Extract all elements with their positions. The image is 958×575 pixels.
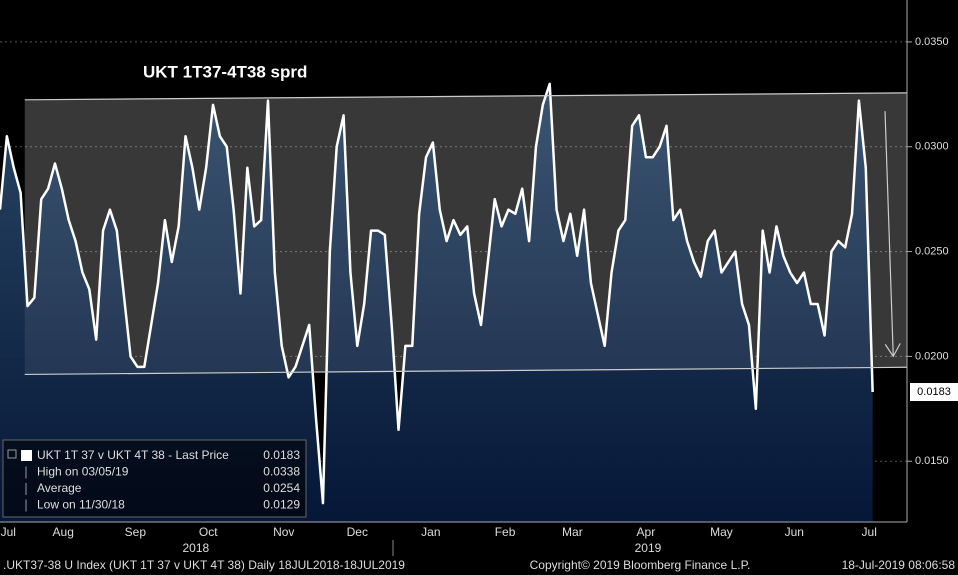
x-tick-label: Mar <box>562 525 583 539</box>
legend-value: 0.0254 <box>263 481 300 495</box>
channel-band-top <box>24 92 907 375</box>
year-label: 2019 <box>635 541 662 555</box>
plot-area <box>0 41 908 523</box>
x-tick-label: Jul <box>1 525 16 539</box>
area <box>0 83 873 523</box>
legend-value: 0.0183 <box>263 448 300 462</box>
x-tick-label: Aug <box>53 525 74 539</box>
legend-box <box>2 439 307 518</box>
x-tick-label: Oct <box>199 525 218 539</box>
channel-line <box>24 92 908 101</box>
channel-line <box>24 366 908 376</box>
y-tick-label: 0.0250 <box>915 245 949 257</box>
legend-value: 0.0338 <box>263 465 300 479</box>
line <box>0 82 874 505</box>
footer-left: .UKT37-38 U Index (UKT 1T 37 v UKT 4T 38… <box>3 558 405 572</box>
legend-label: Low on 11/30/18 <box>37 498 125 512</box>
legend-label: UKT 1T 37 v UKT 4T 38 - Last Price <box>37 448 229 462</box>
y-tick-label: 0.0300 <box>915 141 949 153</box>
x-tick-label: Apr <box>637 525 656 539</box>
last-value-label: 0.0183 <box>917 386 951 398</box>
footer-center: Copyright© 2019 Bloomberg Finance L.P. <box>530 558 751 572</box>
last-value-box <box>910 383 958 402</box>
x-tick-label: Jan <box>421 525 440 539</box>
x-tick-label: Dec <box>347 525 368 539</box>
chart-title: UKT 1T37-4T38 sprd <box>143 62 307 81</box>
legend-label: High on 03/05/19 <box>37 465 129 479</box>
x-tick-label: Jun <box>785 525 804 539</box>
arrow <box>884 111 894 357</box>
x-tick-label: Jul <box>862 525 877 539</box>
y-tick-label: 0.0150 <box>915 455 949 467</box>
x-tick-label: Nov <box>273 525 294 539</box>
legend-label: Average <box>37 481 82 495</box>
year-label: 2018 <box>182 541 209 555</box>
legend-swatch <box>21 450 32 461</box>
x-tick-label: May <box>710 525 733 539</box>
legend-toggle <box>7 449 17 459</box>
footer-right: 18-Jul-2019 08:06:58 <box>842 558 956 572</box>
x-tick-label: Feb <box>495 525 516 539</box>
y-tick-label: 0.0200 <box>915 350 949 362</box>
y-tick-label: 0.0350 <box>915 36 949 48</box>
legend-value: 0.0129 <box>263 498 300 512</box>
x-tick-label: Sep <box>125 525 147 539</box>
arrow-head <box>884 343 901 358</box>
